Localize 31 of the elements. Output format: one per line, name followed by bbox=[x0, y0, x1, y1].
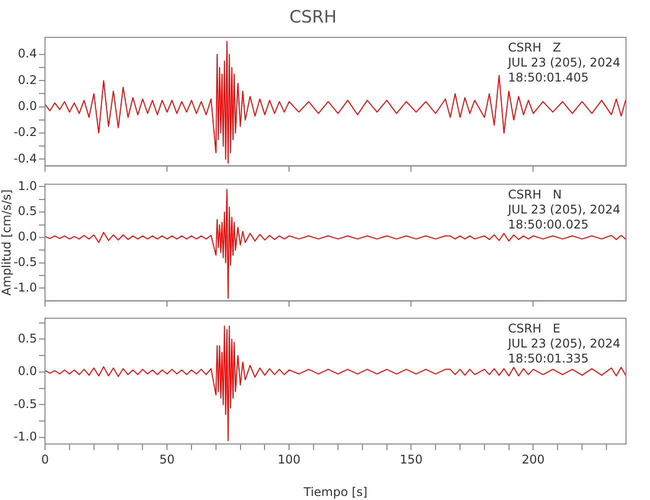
y-tick-label: -0.5 bbox=[14, 397, 37, 412]
y-tick-label: -0.4 bbox=[14, 151, 37, 166]
y-tick-label: 0.5 bbox=[18, 332, 37, 346]
y-tick-label: 1.0 bbox=[18, 178, 37, 193]
annotation: JUL 23 (205), 2024 bbox=[507, 336, 620, 351]
y-tick-label: 0.2 bbox=[18, 72, 37, 87]
annotation: JUL 23 (205), 2024 bbox=[507, 202, 620, 216]
y-tick-label: -1.0 bbox=[14, 280, 37, 294]
y-tick-label: 0.0 bbox=[18, 98, 37, 113]
annotation: JUL 23 (205), 2024 bbox=[507, 56, 620, 70]
x-tick-label: 150 bbox=[400, 452, 423, 467]
x-tick-label: 0 bbox=[41, 452, 49, 467]
x-tick-label: 200 bbox=[522, 452, 545, 467]
annotation: CSRH N bbox=[508, 186, 562, 201]
annotation: 18:50:01.335 bbox=[508, 352, 589, 366]
annotation: 18:50:00.025 bbox=[508, 216, 589, 231]
y-tick-label: 0.0 bbox=[18, 364, 37, 378]
x-tick-label: 50 bbox=[159, 452, 175, 467]
y-tick-label: -1.0 bbox=[14, 430, 37, 444]
x-tick-label: 100 bbox=[278, 452, 301, 467]
annotation: CSRH Z bbox=[508, 40, 562, 55]
x-axis-title: Tiempo [s] bbox=[302, 485, 368, 500]
annotation: 18:50:01.405 bbox=[508, 70, 589, 85]
y-axis-title: Amplitud [cm/s/s] bbox=[0, 189, 14, 296]
y-tick-label: -0.5 bbox=[14, 254, 37, 269]
y-tick-label: 0.4 bbox=[18, 46, 37, 61]
y-tick-label: 0.0 bbox=[18, 229, 37, 244]
y-tick-label: -0.2 bbox=[14, 125, 37, 140]
y-tick-label: 0.5 bbox=[18, 204, 37, 218]
chart-title: CSRH bbox=[289, 8, 337, 28]
annotation: CSRH E bbox=[508, 322, 560, 336]
